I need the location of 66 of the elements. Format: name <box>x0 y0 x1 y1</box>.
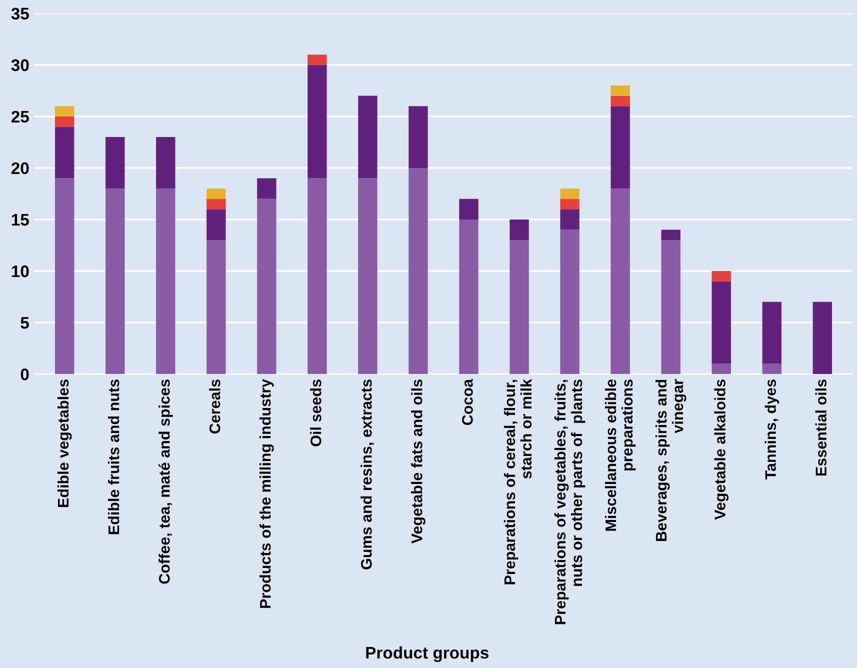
x-tick-label: Edible fruits and nuts <box>108 380 120 534</box>
bar <box>257 178 276 199</box>
x-tick-label: Preparations of vegetables, fruits, nuts or other parts of plants <box>554 380 586 624</box>
bar <box>610 188 630 374</box>
bar <box>308 178 327 374</box>
bar <box>206 240 226 374</box>
bar <box>762 364 782 374</box>
x-tick-label: Coffee, tea, maté and spices <box>158 380 173 584</box>
bar <box>712 281 731 364</box>
x-tick-label: Essential oils <box>815 380 827 476</box>
bar <box>54 126 74 178</box>
bar <box>712 364 731 374</box>
bar <box>510 219 529 240</box>
bar <box>560 188 580 199</box>
bar <box>54 116 74 127</box>
bar <box>408 106 428 168</box>
y-tick-label: 25 <box>11 110 29 123</box>
bar <box>54 106 74 116</box>
x-tick-label: Vegetable alkaloids <box>714 380 729 520</box>
bar <box>257 198 276 374</box>
bar <box>560 198 580 210</box>
x-axis-title: Product groups <box>366 646 488 662</box>
y-tick-label: 10 <box>12 265 29 278</box>
x-tick-label: Oil seeds <box>310 380 322 446</box>
x-tick-label: Edible vegetables <box>57 380 72 507</box>
bar <box>206 209 226 240</box>
x-tick-label: Beverages, spirits and vinegar <box>655 379 686 541</box>
x-tick-label: Products of the milling industry <box>260 379 274 608</box>
x-tick-label: Cereals <box>209 380 220 434</box>
bar <box>610 96 630 106</box>
x-tick-label: Miscellaneous edible preparations <box>604 379 636 531</box>
bar <box>308 54 327 65</box>
bar <box>106 188 125 374</box>
x-tick-label: Tannins, dyes <box>764 380 780 480</box>
bar <box>156 188 176 374</box>
y-tick-label: 5 <box>20 317 29 329</box>
bar <box>812 302 832 374</box>
bar <box>156 137 176 189</box>
y-tick-label: 0 <box>20 368 29 380</box>
x-tick-label: Gums and resins, extracts <box>360 380 374 570</box>
y-tick-label: 35 <box>11 8 29 20</box>
bar <box>560 209 580 230</box>
bar <box>408 168 428 374</box>
bar <box>308 64 327 178</box>
bar <box>206 198 226 210</box>
bar <box>358 178 378 374</box>
y-tick-label: 30 <box>11 59 29 72</box>
y-tick-label: 15 <box>12 214 29 226</box>
bar <box>610 106 630 189</box>
bar <box>54 178 74 374</box>
bar <box>106 137 125 189</box>
bar <box>206 188 226 199</box>
bar <box>459 198 478 220</box>
bar <box>459 219 478 374</box>
bar <box>510 240 529 374</box>
bar <box>560 230 580 374</box>
x-tick-label: Cocoa <box>462 378 473 425</box>
bar <box>762 302 782 364</box>
bar <box>358 96 378 178</box>
y-tick-label: 20 <box>11 162 29 174</box>
x-tick-label: Vegetable fats and oils <box>411 380 426 544</box>
bar <box>661 230 680 240</box>
bar <box>712 271 731 282</box>
bar <box>661 240 680 374</box>
bar <box>610 86 630 96</box>
x-tick-label: Preparations of cereal, flour, starch or milk <box>504 378 532 584</box>
